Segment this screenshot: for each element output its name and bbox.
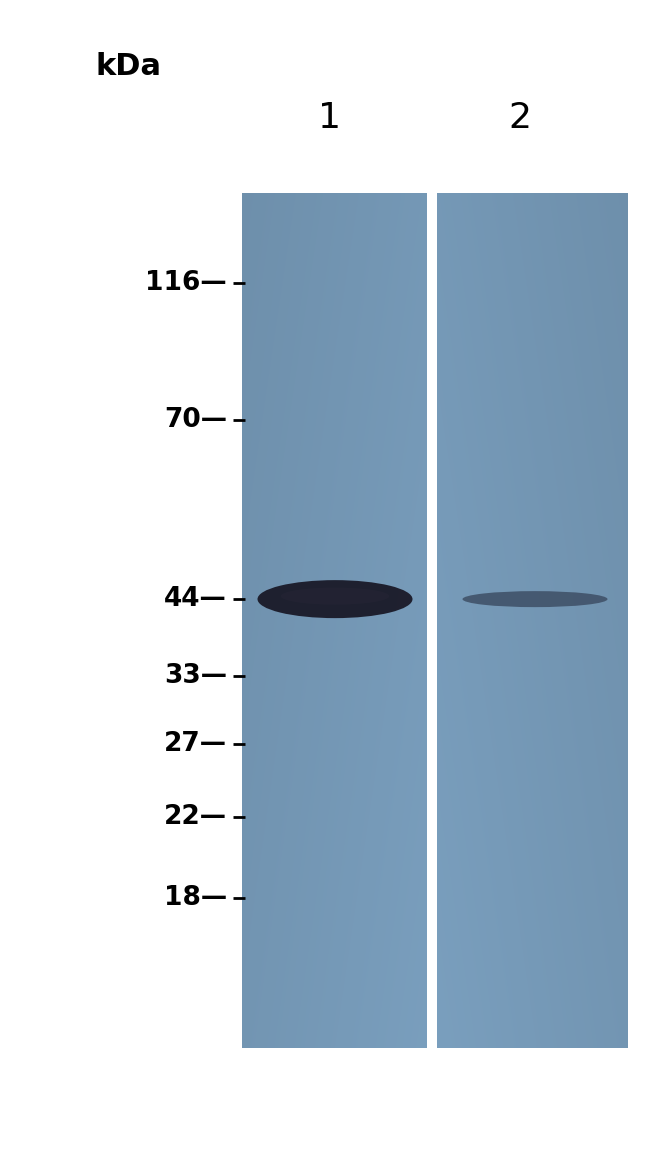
Ellipse shape — [463, 591, 608, 607]
Text: 1: 1 — [318, 101, 341, 135]
Ellipse shape — [257, 580, 413, 618]
Text: 27—: 27— — [164, 732, 227, 757]
Text: 116—: 116— — [146, 269, 227, 296]
Bar — [427, 193, 437, 1048]
Bar — [242, 193, 628, 1048]
Text: 18—: 18— — [164, 885, 227, 911]
Text: 44—: 44— — [164, 586, 227, 613]
Text: 22—: 22— — [164, 805, 227, 830]
Text: kDa: kDa — [95, 52, 161, 81]
Text: 2: 2 — [508, 101, 532, 135]
Ellipse shape — [281, 587, 389, 605]
Text: 33—: 33— — [164, 664, 227, 689]
Text: 70—: 70— — [164, 407, 227, 432]
